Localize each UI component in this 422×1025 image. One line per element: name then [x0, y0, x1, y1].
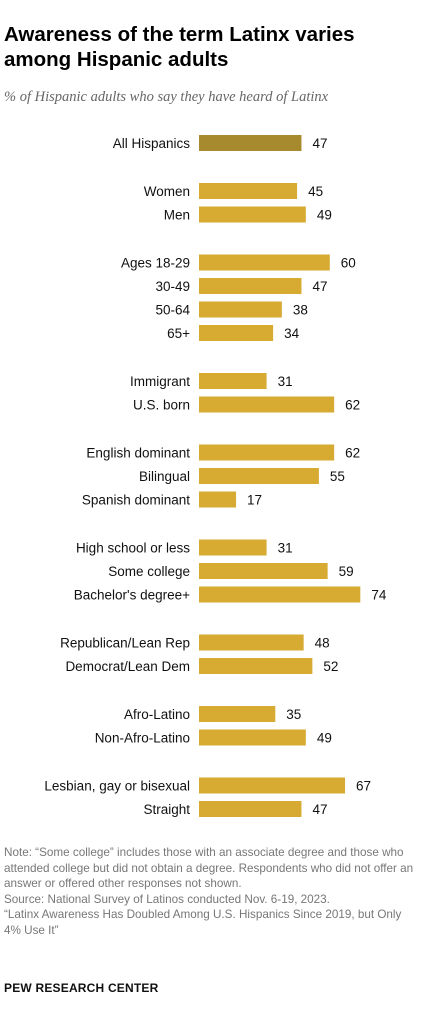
bar [199, 396, 335, 413]
value-label: 62 [345, 398, 360, 413]
bar [199, 206, 306, 223]
category-label: Afro-Latino [124, 707, 190, 722]
bar [199, 801, 302, 817]
category-label: U.S. born [133, 398, 190, 413]
bar [199, 563, 328, 579]
value-label: 74 [371, 588, 387, 603]
category-label: Men [164, 208, 190, 223]
category-label: Women [144, 184, 190, 199]
value-label: 31 [278, 374, 293, 389]
value-label: 47 [312, 802, 327, 817]
note-text: Note: “Some college” includes those with… [4, 846, 414, 890]
chart-subtitle: % of Hispanic adults who say they have h… [4, 89, 329, 105]
bar-chart: All Hispanics 47 Women 45 Men 49 Ages 18-29 60 3… [44, 135, 387, 817]
value-label: 31 [278, 541, 293, 556]
category-label: 30-49 [155, 279, 190, 294]
category-label: 65+ [167, 326, 190, 341]
bar [199, 706, 276, 722]
bar [199, 539, 267, 556]
category-label: Democrat/Lean Dem [65, 659, 190, 674]
bar [199, 468, 319, 484]
bar [199, 586, 361, 603]
category-label: Ages 18-29 [121, 256, 190, 271]
source-text: Source: National Survey of Latinos condu… [4, 892, 330, 906]
report-title: “Latinx Awareness Has Doubled Among U.S.… [4, 908, 402, 937]
bar [199, 444, 335, 461]
category-label: Immigrant [130, 374, 190, 389]
value-label: 62 [345, 446, 360, 461]
value-label: 48 [315, 636, 330, 651]
value-label: 47 [312, 279, 327, 294]
bar [199, 373, 267, 389]
bar [199, 278, 302, 294]
bar [199, 658, 313, 674]
category-label: Lesbian, gay or bisexual [44, 779, 190, 794]
bar [199, 729, 306, 746]
category-label: Bilingual [139, 469, 190, 484]
category-label: All Hispanics [113, 136, 191, 151]
value-label: 47 [312, 136, 327, 151]
value-label: 35 [286, 707, 301, 722]
category-label: High school or less [76, 541, 190, 556]
bar [199, 777, 346, 794]
chart-title: Awareness of the term Latinx varies amon… [4, 23, 355, 71]
value-label: 60 [341, 256, 356, 271]
bar [199, 254, 330, 271]
value-label: 55 [330, 469, 345, 484]
value-label: 45 [308, 184, 323, 199]
value-label: 38 [293, 303, 308, 318]
value-label: 49 [317, 208, 332, 223]
bar [199, 135, 302, 151]
bar [199, 634, 304, 651]
value-label: 52 [323, 659, 338, 674]
pew-logo-text: PEW RESEARCH CENTER [4, 981, 159, 995]
value-label: 34 [284, 326, 300, 341]
bar [199, 325, 274, 341]
bar [199, 301, 282, 318]
bar [199, 183, 298, 199]
category-label: Spanish dominant [82, 493, 190, 508]
value-label: 59 [339, 564, 354, 579]
category-label: Some college [108, 564, 190, 579]
category-label: 50-64 [155, 303, 190, 318]
value-label: 67 [356, 779, 371, 794]
category-label: Bachelor's degree+ [74, 588, 190, 603]
category-label: Republican/Lean Rep [60, 636, 190, 651]
category-label: English dominant [86, 446, 190, 461]
category-label: Straight [143, 802, 190, 817]
bar [199, 491, 237, 508]
category-label: Non-Afro-Latino [95, 731, 190, 746]
value-label: 49 [317, 731, 332, 746]
chart-notes: Note: “Some college” includes those with… [4, 845, 418, 938]
value-label: 17 [247, 493, 262, 508]
